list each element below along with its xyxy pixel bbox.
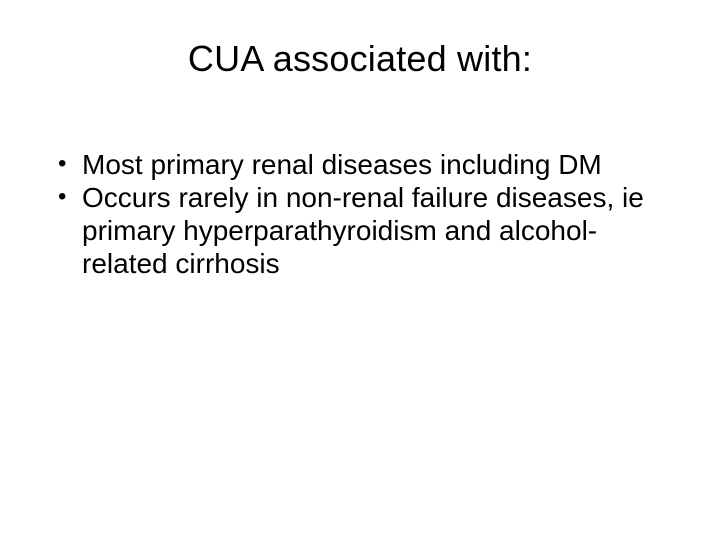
slide-body: Most primary renal diseases including DM… — [54, 148, 666, 280]
list-item: Most primary renal diseases including DM — [54, 148, 666, 181]
bullet-list: Most primary renal diseases including DM… — [54, 148, 666, 280]
list-item: Occurs rarely in non-renal failure disea… — [54, 181, 666, 280]
slide: CUA associated with: Most primary renal … — [0, 0, 720, 540]
slide-title: CUA associated with: — [0, 38, 720, 80]
